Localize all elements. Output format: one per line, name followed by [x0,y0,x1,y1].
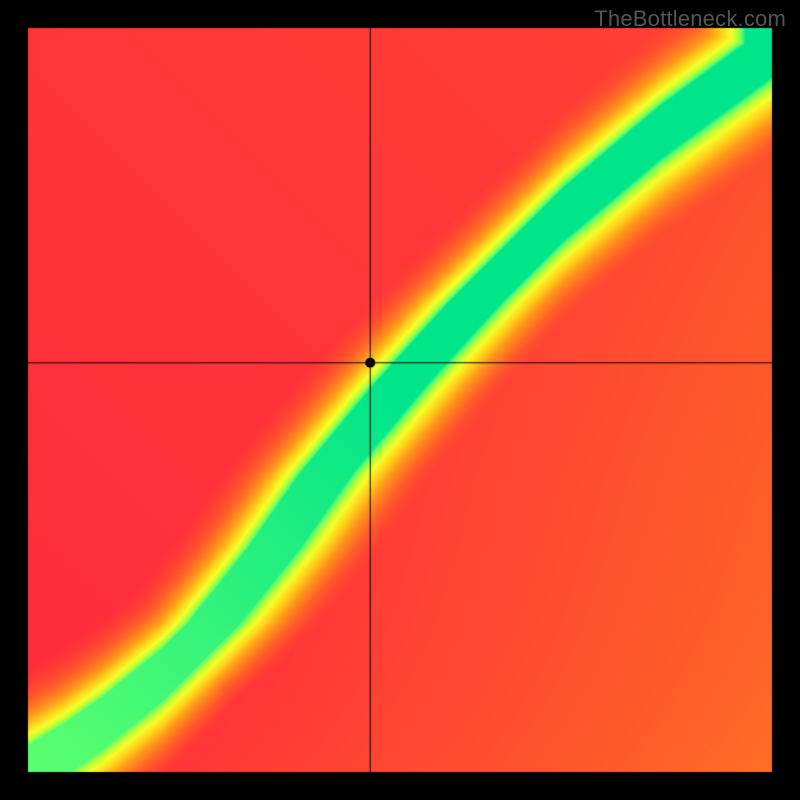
watermark-text: TheBottleneck.com [594,6,786,32]
chart-container: TheBottleneck.com [0,0,800,800]
heatmap-canvas [0,0,800,800]
